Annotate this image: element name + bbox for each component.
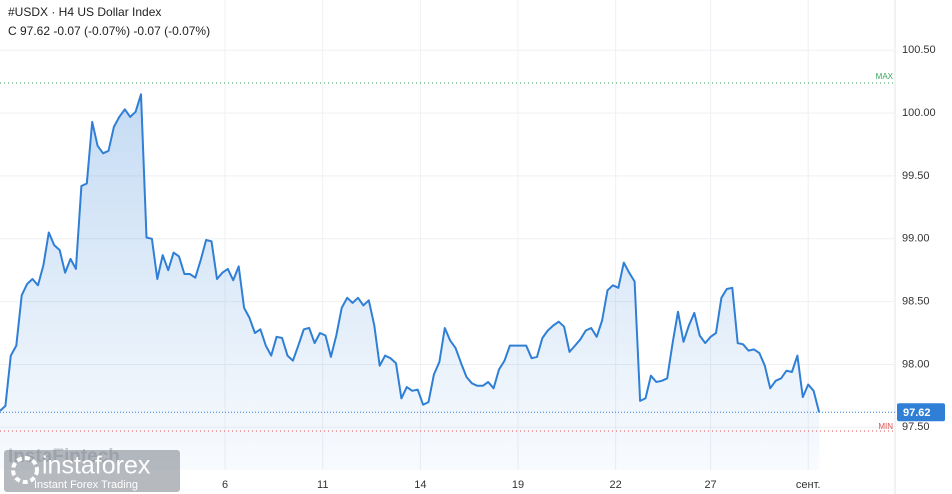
x-tick-label: 22	[610, 479, 622, 491]
y-tick-label: 99.50	[902, 170, 930, 182]
logo: instaforex Instant Forex Trading	[4, 450, 180, 492]
chart-subtitle: C 97.62 -0.07 (-0.07%) -0.07 (-0.07%)	[8, 24, 210, 38]
min-label: MIN	[878, 422, 893, 431]
area	[0, 94, 820, 471]
y-tick-label: 100.50	[902, 44, 936, 56]
max-label: MAX	[876, 72, 894, 81]
x-tick-label: 14	[414, 479, 426, 491]
last-value-label: 97.62	[903, 407, 931, 419]
y-tick-label: 98.50	[902, 296, 930, 308]
line	[0, 93, 821, 413]
chart-title: #USDX · H4 US Dollar Index	[8, 5, 161, 19]
y-tick-label: 97.50	[902, 421, 930, 433]
y-tick-label: 99.00	[902, 233, 930, 245]
x-tick-label: 11	[317, 479, 328, 491]
x-tick-label: сент.	[796, 479, 821, 491]
y-tick-label: 100.00	[902, 107, 936, 119]
x-tick-label: 19	[512, 479, 524, 491]
x-tick-label: 6	[222, 479, 228, 491]
last-value-box	[897, 403, 945, 422]
logo-tagline: Instant Forex Trading	[34, 479, 138, 491]
y-tick-label: 98.00	[902, 358, 930, 370]
x-tick-label: 27	[704, 479, 716, 491]
logo-background	[4, 450, 180, 492]
logo-text: instaforex	[42, 452, 151, 480]
logo-icon	[11, 456, 39, 484]
